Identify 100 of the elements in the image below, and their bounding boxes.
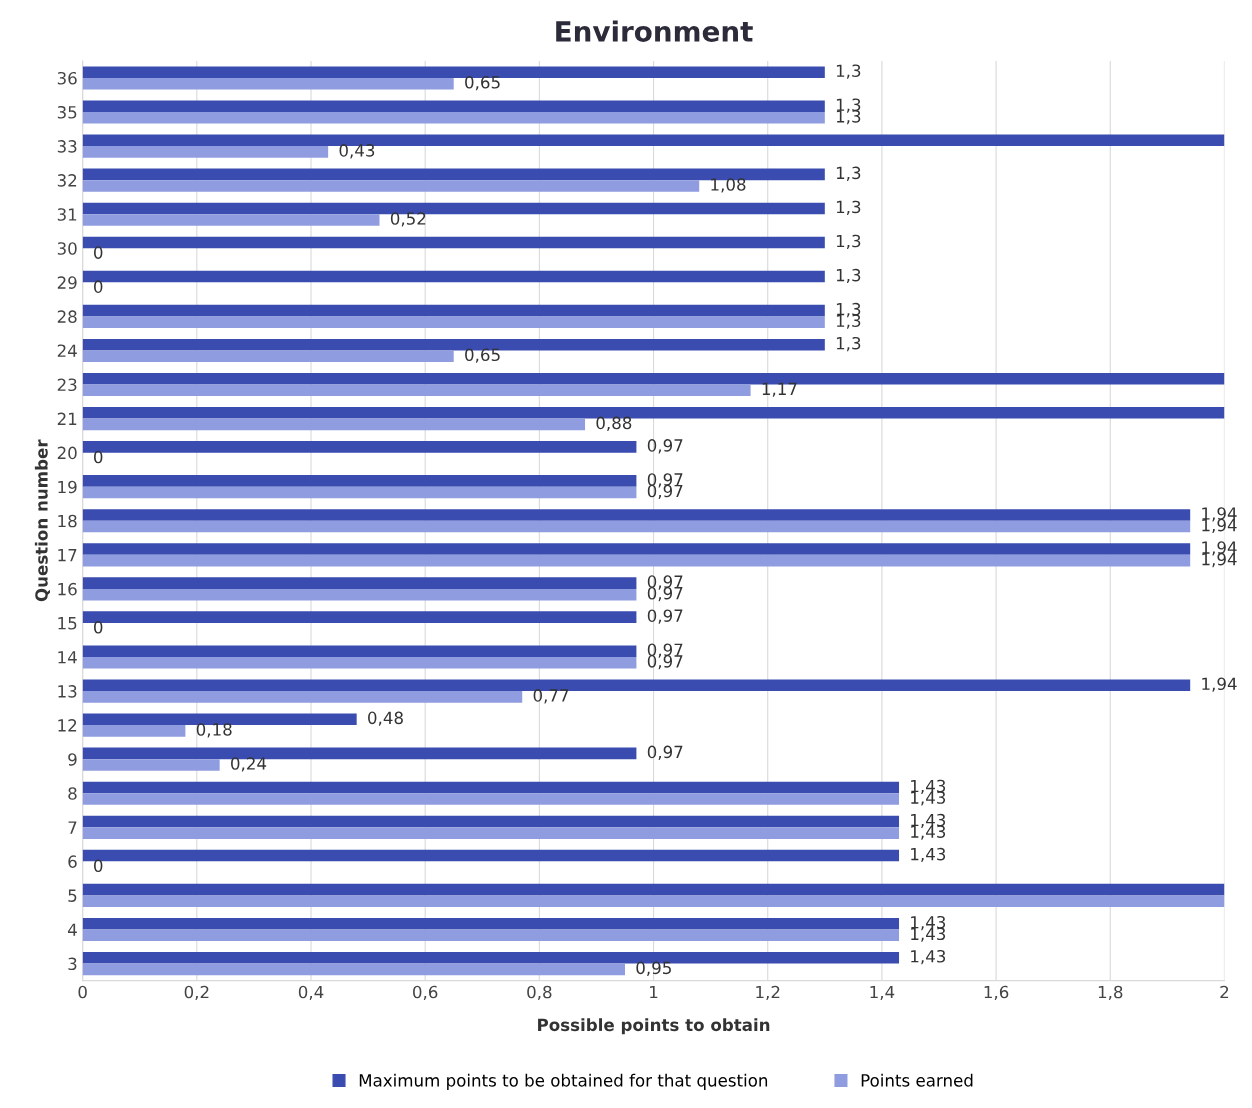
data-label: 0 [94,280,103,293]
legend-label: Maximum points to be obtained for that question [359,1073,768,1090]
bar [82,214,380,226]
data-label: 0,97 [647,439,683,454]
y-tick-label: 29 [57,276,77,289]
bar [82,509,1191,521]
bar [82,588,637,601]
y-tick-label: 31 [57,208,77,221]
x-tick-label: 0 [78,985,87,999]
y-tick-label: 3 [68,957,77,971]
data-label: 0,65 [465,75,500,91]
y-tick-label: 16 [58,582,77,596]
legend-label: Points earned [861,1073,973,1087]
bar [82,384,751,397]
bar [82,304,825,317]
bar [82,66,825,78]
data-label: 0 [94,859,103,872]
y-tick-label: 13 [58,685,77,698]
y-tick-label: 9 [68,753,77,766]
bar [82,781,900,794]
bar [82,963,625,976]
data-label: 0 [94,620,103,634]
data-label: 1,3 [836,234,861,250]
data-label: 0,77 [533,689,569,704]
x-tick-label: 0,6 [413,985,438,1001]
bar [82,793,900,805]
data-label: 1,94 [1202,677,1237,692]
bar [82,815,900,828]
data-label: 1,3 [836,200,861,215]
bar [82,657,637,669]
bar [82,77,454,90]
x-tick-label: 0,4 [298,985,324,1001]
y-tick-label: 32 [57,174,77,187]
data-label: 1,3 [836,268,861,284]
bar [82,100,825,113]
y-tick-label: 35 [57,105,77,119]
x-tick-label: 1,2 [756,985,780,1001]
y-tick-label: 33 [57,140,77,153]
x-tick-label: 1,8 [1098,985,1123,1001]
bar [82,180,700,192]
y-tick-label: 8 [68,787,77,800]
data-label: 1,3 [836,64,861,79]
bar [82,691,523,703]
data-label: 0,65 [465,348,500,363]
bar [82,350,454,363]
y-tick-label: 7 [68,821,77,834]
data-label: 0,43 [339,144,375,159]
y-tick-label: 18 [58,514,77,528]
y-tick-label: 17 [58,549,77,562]
y-tick-label: 23 [57,378,77,392]
bar [82,554,1191,567]
data-label: 1,43 [911,949,946,965]
bar [82,917,900,930]
bar [82,611,637,623]
data-label: 0 [94,246,103,259]
data-label: 0,18 [196,723,232,738]
y-tick-label: 28 [57,310,77,323]
data-label: 1,17 [762,382,797,397]
x-tick-label: 0,2 [184,985,209,1001]
x-tick-label: 2 [1220,985,1229,999]
y-tick-label: 14 [58,651,77,664]
data-label: 1,43 [911,847,946,863]
data-label: 0 [94,450,103,464]
data-label: 0,24 [231,757,267,772]
y-tick-label: 19 [58,480,77,494]
bar [82,520,1191,533]
x-tick-label: 1,6 [984,985,1009,1001]
data-label: 0,95 [636,961,671,976]
y-tick-label: 4 [67,923,77,936]
bar [82,827,900,839]
x-tick-label: 0,8 [527,985,552,1001]
bar [82,146,329,158]
y-tick-label: 20 [57,446,77,460]
data-label: 0,52 [390,212,426,227]
data-label: 1,3 [836,166,861,181]
y-tick-label: 24 [57,344,77,357]
y-tick-label: 6 [68,855,77,868]
data-label: 1,08 [711,178,746,193]
y-tick-label: 15 [58,617,77,630]
bar [82,543,1191,555]
data-label: 0,48 [368,711,403,726]
x-tick-label: 1 [650,985,658,999]
bar [82,645,637,657]
bar [82,725,186,737]
y-tick-label: 36 [57,71,77,85]
y-tick-label: 12 [58,719,77,732]
bar [82,759,220,771]
bar [82,929,900,942]
y-tick-label: 30 [57,242,77,255]
bar [82,895,1225,908]
bar [82,112,825,124]
x-axis-title: Possible points to obtain [538,1018,770,1035]
bar [82,883,1225,896]
data-label: 0,88 [596,416,632,431]
chart-title: Environment [556,20,753,42]
bar [82,316,825,328]
data-label: 0,97 [647,745,683,760]
bar [82,418,586,431]
data-label: 0,97 [647,609,683,624]
x-tick-label: 1,4 [870,985,895,1001]
